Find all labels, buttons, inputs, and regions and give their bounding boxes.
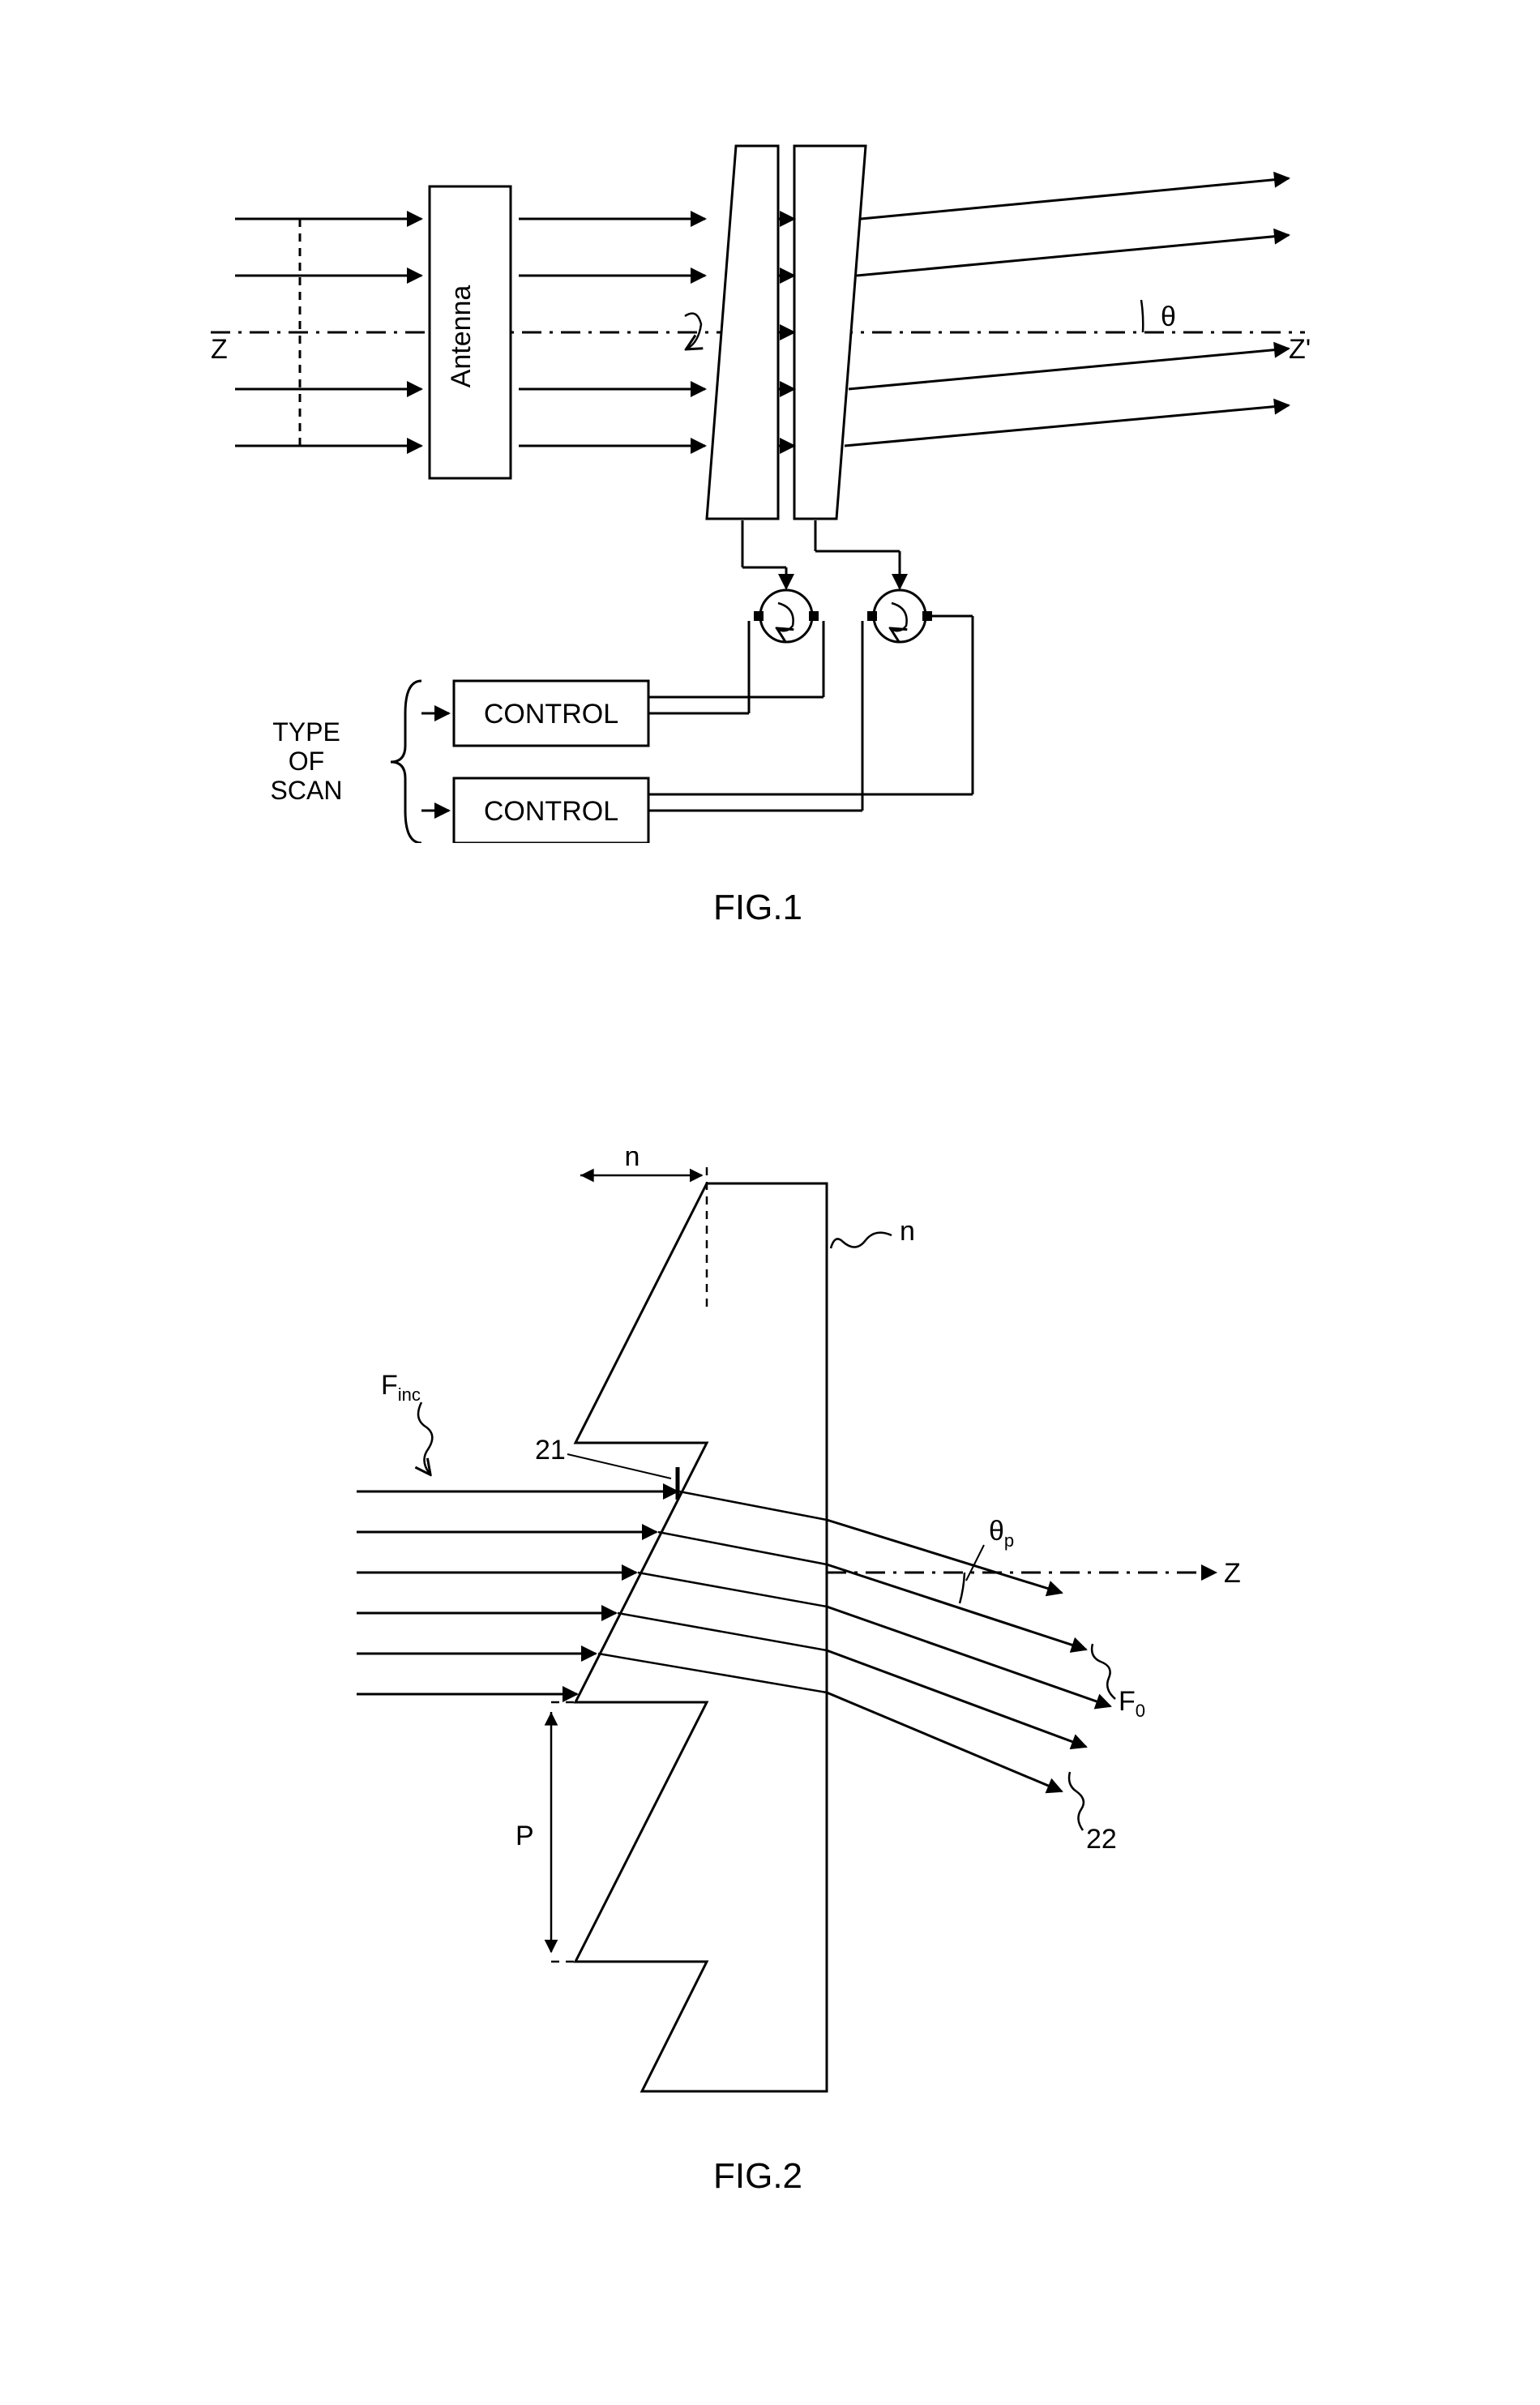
fig2-caption: FIG.2 bbox=[713, 2156, 802, 2197]
control1-label: CONTROL bbox=[484, 699, 618, 730]
axis-z: Z bbox=[1224, 1558, 1241, 1589]
control2-label: CONTROL bbox=[484, 796, 618, 827]
figure-1: Antenna bbox=[211, 113, 1329, 843]
figure-2: h n Z bbox=[308, 1151, 1281, 2124]
theta-p-label: θp bbox=[989, 1516, 1014, 1551]
fig1-caption: FIG.1 bbox=[713, 888, 802, 928]
ref-22: 22 bbox=[1086, 1824, 1117, 1855]
n-label: n bbox=[900, 1216, 915, 1247]
antenna-label: Antenna bbox=[446, 285, 477, 388]
type-of-scan-line1: TYPE bbox=[272, 717, 340, 747]
h-label: h bbox=[625, 1151, 640, 1172]
theta-label: θ bbox=[1161, 302, 1176, 332]
ref-21: 21 bbox=[535, 1435, 566, 1466]
p-label: P bbox=[515, 1821, 534, 1851]
f0-label: F0 bbox=[1119, 1686, 1145, 1721]
axis-z-left: Z bbox=[211, 334, 228, 365]
finc-label: Finc Finc bbox=[381, 1370, 421, 1405]
type-of-scan-line3: SCAN bbox=[271, 776, 343, 805]
axis-z-right: Z' bbox=[1289, 334, 1311, 365]
type-of-scan-line2: OF bbox=[289, 747, 324, 776]
page: Antenna bbox=[0, 0, 1540, 2405]
